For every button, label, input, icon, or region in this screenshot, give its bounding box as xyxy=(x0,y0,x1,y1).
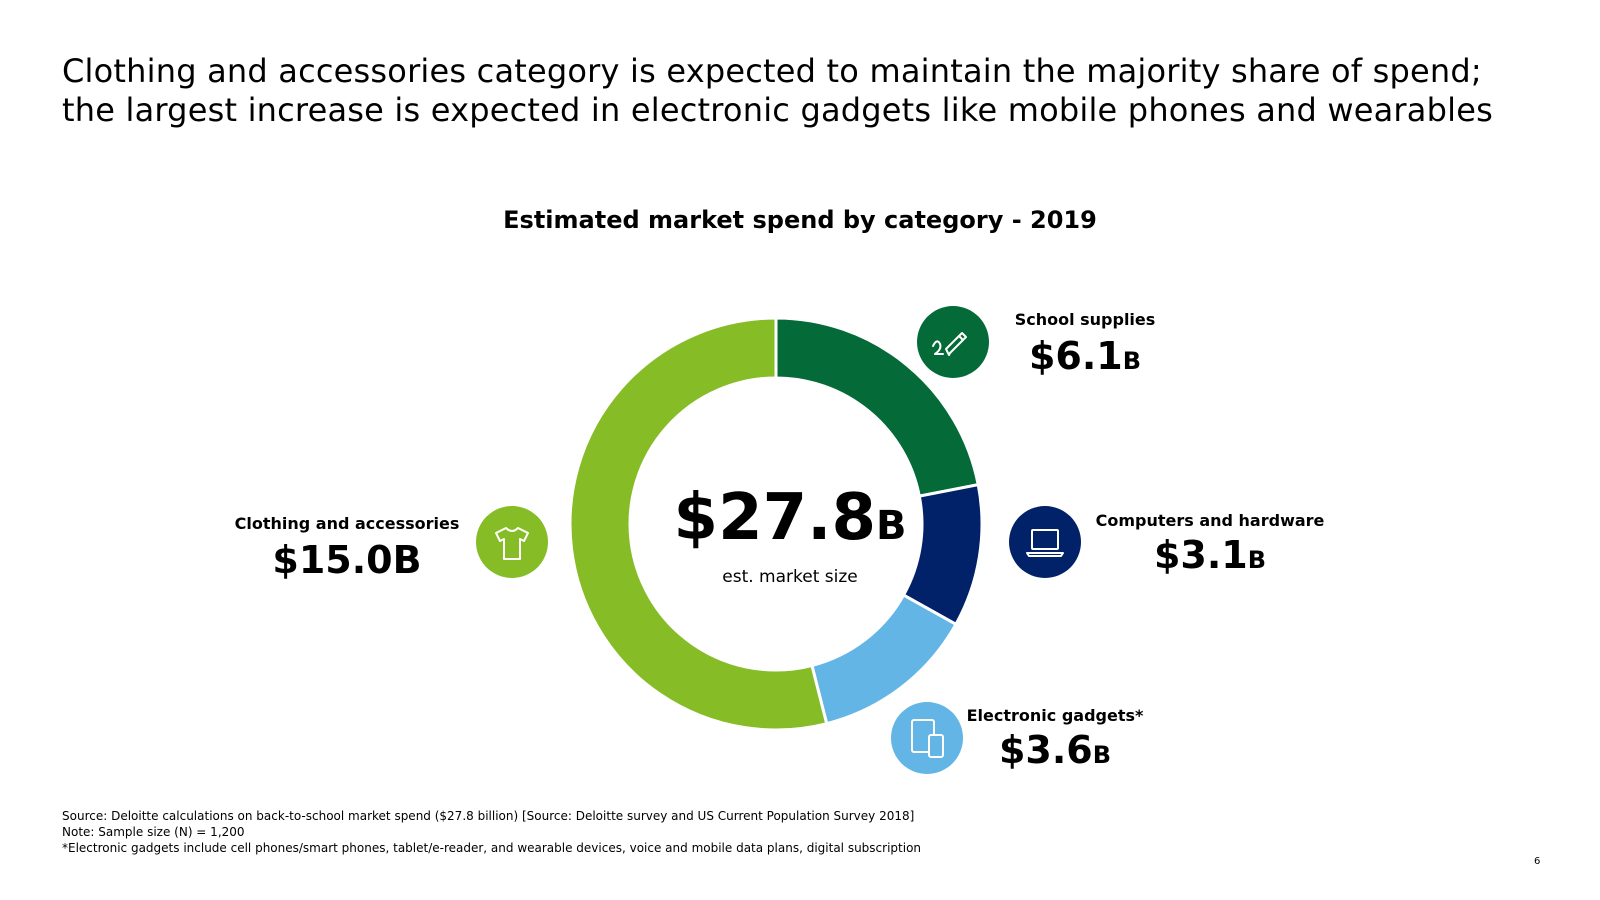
school-supplies-unit: B xyxy=(1122,347,1142,375)
chart-title: Estimated market spend by category - 201… xyxy=(503,206,1097,234)
page-number: 6 xyxy=(1534,856,1541,867)
pencil-icon xyxy=(932,332,967,356)
school-supplies-label: School supplies xyxy=(1014,310,1156,329)
center-total: $27.8B xyxy=(640,482,940,562)
clothing-label: Clothing and accessories xyxy=(234,514,460,533)
school-supplies-amount: $6.1 xyxy=(1028,334,1123,378)
computers-amount: $3.1 xyxy=(1153,533,1248,577)
sample-size-note: Note: Sample size (N) = 1,200 xyxy=(62,825,245,839)
tshirt-icon xyxy=(495,527,529,560)
computers-badge xyxy=(1009,506,1081,578)
electronics-label: Electronic gadgets* xyxy=(966,706,1144,725)
tablet-phone-icon xyxy=(911,719,944,758)
source-note: Source: Deloitte calculations on back-to… xyxy=(62,809,915,823)
computers-label: Computers and hardware xyxy=(1095,511,1325,530)
headline-line-1: Clothing and accessories category is exp… xyxy=(62,52,1482,90)
center-total-unit: B xyxy=(875,503,907,549)
footnotes: Source: Deloitte calculations on back-to… xyxy=(62,808,921,856)
laptop-icon xyxy=(1026,529,1064,557)
headline-line-2: the largest increase is expected in elec… xyxy=(62,91,1493,129)
clothing-value: $15.0B xyxy=(222,538,472,587)
center-total-amount: $27.8 xyxy=(673,481,876,555)
electronics-value: $3.6B xyxy=(950,728,1160,777)
electronics-unit: B xyxy=(1092,741,1112,769)
electronics-amount: $3.6 xyxy=(998,728,1093,772)
electronics-badge xyxy=(891,702,963,774)
computers-value: $3.1B xyxy=(1080,533,1340,582)
headline: Clothing and accessories category is exp… xyxy=(62,52,1562,130)
school-supplies-value: $6.1B xyxy=(990,334,1180,383)
computers-unit: B xyxy=(1247,546,1267,574)
clothing-amount: $15.0B xyxy=(272,538,422,582)
center-label: est. market size xyxy=(722,567,858,587)
slice-clothing-accessories xyxy=(568,316,829,732)
clothing-badge xyxy=(476,506,548,578)
asterisk-note: *Electronic gadgets include cell phones/… xyxy=(62,841,922,855)
school-supplies-badge xyxy=(917,306,989,378)
